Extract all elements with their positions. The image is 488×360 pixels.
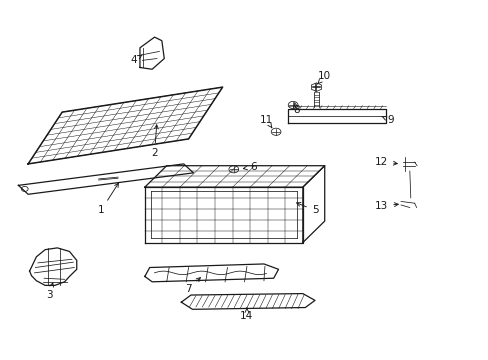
- Text: 5: 5: [296, 203, 318, 215]
- Text: 3: 3: [46, 283, 53, 300]
- Text: 8: 8: [293, 103, 299, 115]
- Text: 1: 1: [98, 183, 118, 215]
- Text: 9: 9: [381, 115, 393, 125]
- Text: 11: 11: [259, 115, 272, 128]
- Text: 12: 12: [374, 157, 396, 167]
- Text: 13: 13: [374, 201, 397, 211]
- Text: 4: 4: [130, 55, 142, 65]
- Text: 7: 7: [185, 278, 200, 294]
- Text: 14: 14: [240, 308, 253, 321]
- Text: 2: 2: [151, 125, 158, 158]
- Text: 10: 10: [317, 71, 330, 84]
- Text: 6: 6: [243, 162, 256, 172]
